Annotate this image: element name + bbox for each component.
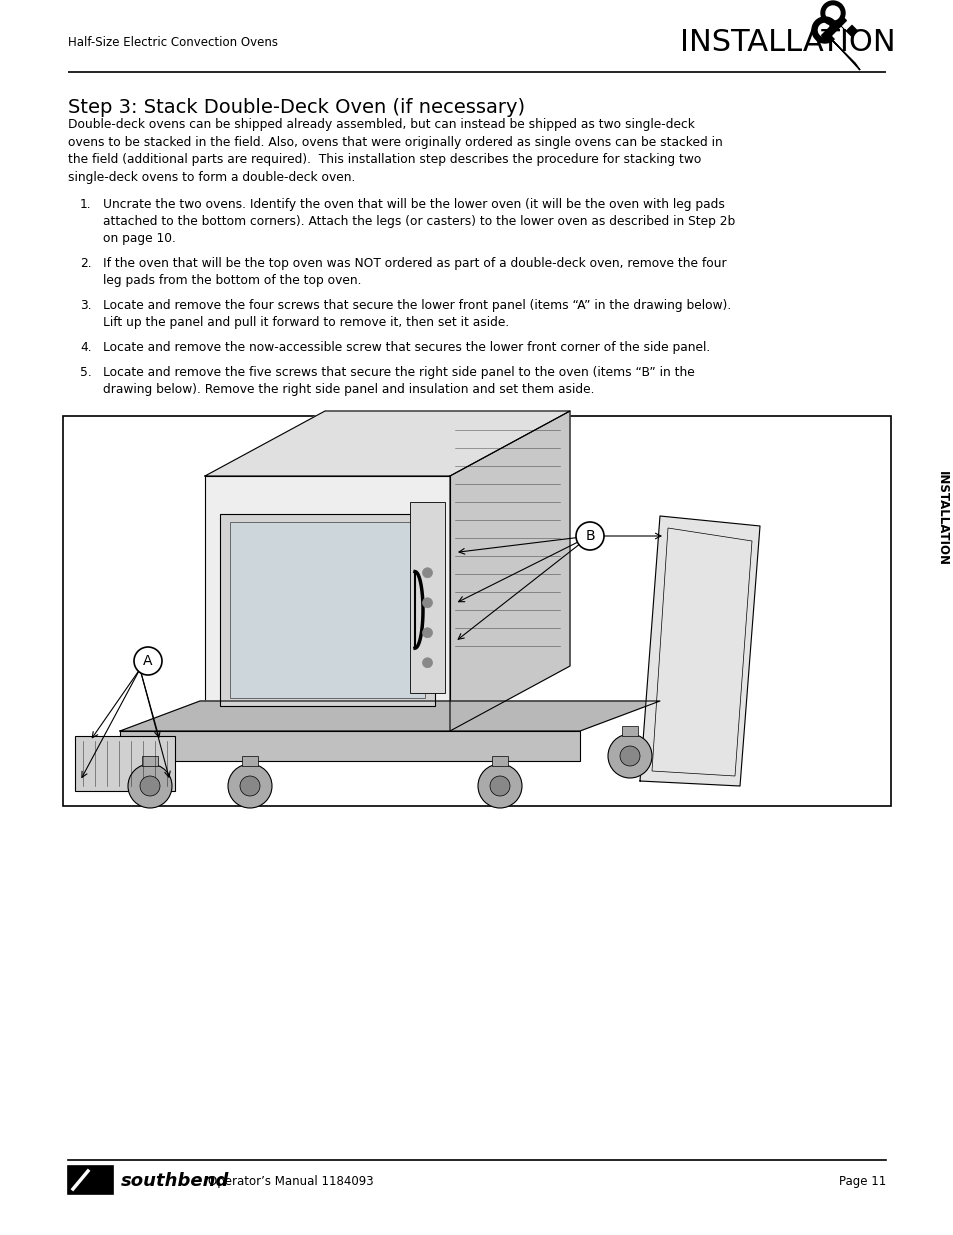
Bar [63, 416, 890, 806]
Text: Locate and remove the now-accessible screw that secures the lower front corner o: Locate and remove the now-accessible scr… [103, 341, 709, 354]
Circle shape [825, 6, 840, 20]
Circle shape [133, 647, 162, 676]
Bar [205, 475, 450, 731]
Text: single-deck ovens to form a double-deck oven.: single-deck ovens to form a double-deck … [68, 170, 355, 184]
Text: on page 10.: on page 10. [103, 232, 175, 245]
Circle shape [228, 764, 272, 808]
Polygon shape [639, 516, 760, 785]
Circle shape [490, 776, 510, 797]
Text: attached to the bottom corners). Attach the legs (or casters) to the lower oven : attached to the bottom corners). Attach … [103, 215, 735, 228]
Circle shape [477, 764, 521, 808]
Text: Step 3: Stack Double-Deck Oven (if necessary): Step 3: Stack Double-Deck Oven (if neces… [68, 98, 524, 117]
Bar [230, 522, 424, 698]
Text: 5.: 5. [80, 366, 91, 379]
Text: 3.: 3. [80, 299, 91, 312]
Text: 4.: 4. [80, 341, 91, 354]
Bar [142, 756, 158, 766]
Bar [220, 514, 435, 705]
Bar [75, 736, 174, 790]
Circle shape [607, 734, 651, 778]
Circle shape [240, 776, 260, 797]
Polygon shape [120, 701, 659, 731]
Bar [821, 16, 845, 41]
Text: 1.: 1. [80, 198, 91, 211]
Text: drawing below). Remove the right side panel and insulation and set them aside.: drawing below). Remove the right side pa… [103, 383, 594, 396]
Bar [68, 1166, 112, 1194]
Polygon shape [811, 17, 837, 43]
Polygon shape [829, 38, 859, 70]
Text: Lift up the panel and pull it forward to remove it, then set it aside.: Lift up the panel and pull it forward to… [103, 316, 509, 329]
Text: Operator’s Manual 1184093: Operator’s Manual 1184093 [208, 1174, 374, 1188]
Bar [120, 731, 579, 761]
Text: Half-Size Electric Convection Ovens: Half-Size Electric Convection Ovens [68, 36, 277, 48]
Circle shape [422, 568, 432, 578]
Text: 2.: 2. [80, 257, 91, 270]
Circle shape [422, 598, 432, 608]
Text: the field (additional parts are required).  This installation step describes the: the field (additional parts are required… [68, 153, 700, 165]
Bar [492, 756, 507, 766]
Text: Double-deck ovens can be shipped already assembled, but can instead be shipped a: Double-deck ovens can be shipped already… [68, 119, 694, 131]
Text: Page 11: Page 11 [838, 1174, 885, 1188]
Text: ovens to be stacked in the field. Also, ovens that were originally ordered as si: ovens to be stacked in the field. Also, … [68, 136, 722, 148]
Circle shape [128, 764, 172, 808]
Text: If the oven that will be the top oven was NOT ordered as part of a double-deck o: If the oven that will be the top oven wa… [103, 257, 726, 270]
Bar [242, 756, 257, 766]
Bar [410, 501, 444, 693]
Polygon shape [450, 411, 569, 731]
Bar [621, 726, 638, 736]
Circle shape [821, 1, 844, 25]
Circle shape [619, 746, 639, 766]
Text: Locate and remove the four screws that secure the lower front panel (items “A” i: Locate and remove the four screws that s… [103, 299, 731, 312]
Text: southbend: southbend [121, 1172, 229, 1191]
Text: Uncrate the two ovens. Identify the oven that will be the lower oven (it will be: Uncrate the two ovens. Identify the oven… [103, 198, 724, 211]
Circle shape [576, 522, 603, 550]
Text: INSTALLATION: INSTALLATION [935, 472, 947, 566]
Text: INSTALLATION: INSTALLATION [679, 27, 895, 57]
Text: Locate and remove the five screws that secure the right side panel to the oven (: Locate and remove the five screws that s… [103, 366, 694, 379]
Circle shape [422, 627, 432, 637]
Polygon shape [205, 411, 569, 475]
Text: B: B [584, 529, 594, 543]
Circle shape [422, 658, 432, 668]
Circle shape [140, 776, 160, 797]
Text: A: A [143, 655, 152, 668]
PathPatch shape [827, 7, 857, 37]
Text: leg pads from the bottom of the top oven.: leg pads from the bottom of the top oven… [103, 274, 361, 287]
